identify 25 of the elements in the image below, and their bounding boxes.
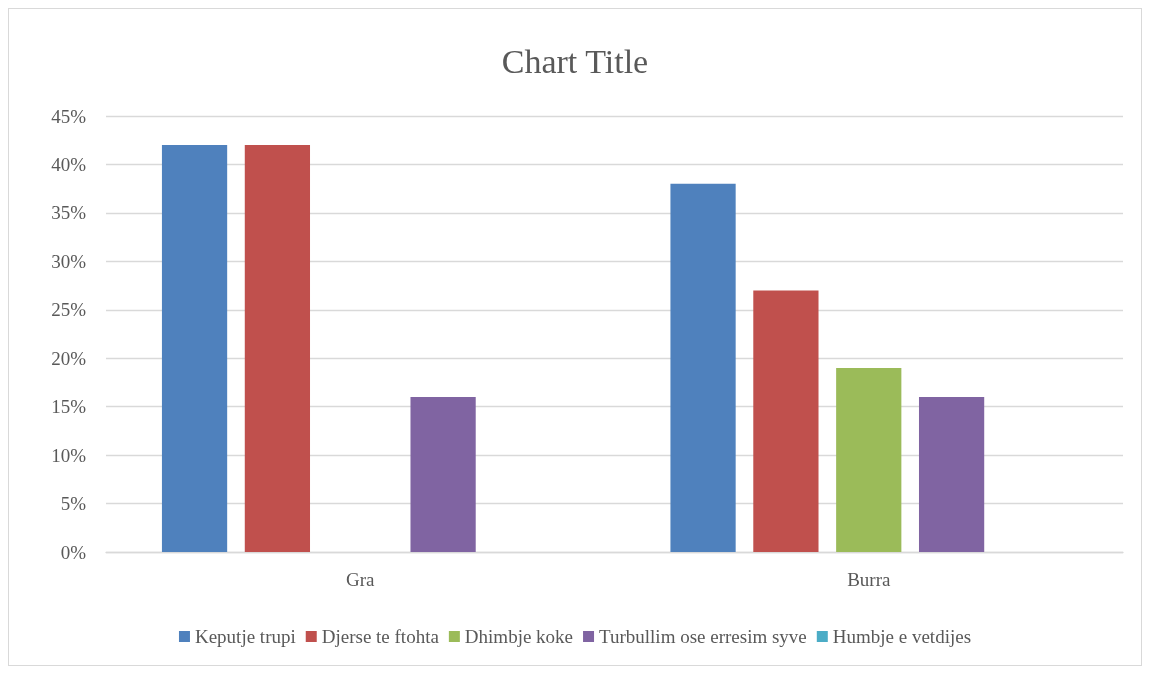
y-tick-label: 35% [51,202,87,224]
legend-label: Humbje e vetdijes [832,626,972,647]
y-tick-label: 5% [60,493,87,515]
bar [753,290,819,552]
bar [161,145,228,552]
x-tick-label: Gra [346,569,376,590]
legend-label: Djerse te ftohta [321,626,440,647]
bar [918,396,985,552]
bar [836,367,902,552]
y-tick-label: 10% [51,444,87,466]
bar [670,183,736,552]
y-tick-label: 15% [51,396,87,418]
bar [410,396,476,552]
y-tick-label: 25% [51,299,87,321]
legend-label: Keputje trupi [194,626,296,647]
y-tick-label: 30% [51,250,87,272]
y-tick-label: 40% [51,153,87,175]
bar [244,145,311,552]
y-tick-label: 20% [51,347,87,369]
y-tick-label: 45% [51,105,87,127]
legend-label: Dhimbje koke [464,626,574,647]
y-tick-label: 0% [60,541,87,563]
chart-title: Chart Title [501,42,649,80]
x-tick-label: Burra [847,569,891,590]
legend-label: Turbullim ose erresim syve [599,626,807,647]
